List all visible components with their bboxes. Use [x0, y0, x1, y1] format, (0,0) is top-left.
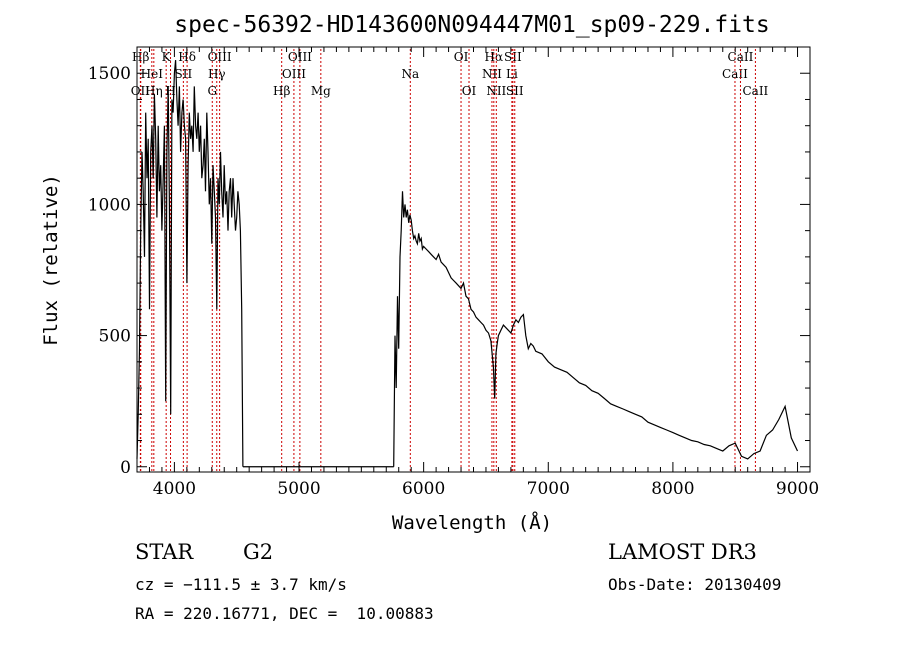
line-marker-label: K — [162, 50, 172, 64]
redshift-cz: cz = −111.5 ± 3.7 km/s — [135, 575, 347, 594]
line-marker-label: NII — [482, 67, 502, 81]
line-marker-label: CaII — [728, 50, 754, 64]
x-tick-label: 9000 — [776, 479, 819, 499]
spectrum-lines — [136, 60, 799, 468]
x-tick-label: 5000 — [277, 479, 320, 499]
x-tick-label: 4000 — [153, 479, 196, 499]
x-tick-label: 6000 — [402, 479, 445, 499]
line-marker-label: OI — [454, 50, 469, 64]
line-marker-label: CaII — [722, 67, 748, 81]
line-marker-label: G — [207, 84, 217, 98]
x-tick-label: 8000 — [651, 479, 694, 499]
line-marker-label: Hβ — [273, 84, 290, 98]
coordinates: RA = 220.16771, DEC = 10.00883 — [135, 604, 434, 623]
line-marker-label: HeI — [141, 67, 164, 81]
line-marker-label: H — [165, 84, 175, 98]
object-type: STAR — [135, 540, 194, 564]
line-marker-label: Hα — [485, 50, 504, 64]
line-marker-label: OII — [131, 84, 151, 98]
y-tick-label: 0 — [120, 458, 131, 478]
y-tick-label: 1000 — [88, 195, 131, 215]
spectrum-red-line — [393, 191, 799, 467]
line-marker-label: Mg — [311, 84, 331, 98]
axis-ticks: 4000 5000 6000 7000 8000 9000 0 500 1000 1500 — [88, 47, 819, 499]
x-tick-label: 7000 — [527, 479, 570, 499]
y-axis-label: Flux (relative) — [40, 174, 62, 346]
line-marker-label: OIII — [208, 50, 232, 64]
line-marker-label: Hγ — [208, 67, 226, 81]
line-marker-label: Hη — [145, 84, 163, 98]
subclass: G2 — [243, 540, 274, 564]
line-marker-label: CaII — [742, 84, 768, 98]
line-marker-label: Na — [401, 67, 419, 81]
spectrum-blue-line — [136, 60, 244, 467]
line-marker-label: Hδ — [178, 50, 196, 64]
line-marker-label: SII — [506, 84, 524, 98]
x-axis-label: Wavelength (Å) — [392, 511, 552, 534]
line-marker-label: OIII — [288, 50, 312, 64]
line-marker-label: OI — [462, 84, 477, 98]
line-marker-label: NII — [486, 84, 506, 98]
line-marker-label: SII — [175, 67, 193, 81]
y-tick-label: 1500 — [88, 64, 131, 84]
survey-name: LAMOST DR3 — [608, 540, 757, 564]
line-marker-label: Li — [506, 67, 518, 81]
plot-frame — [136, 46, 811, 473]
line-marker-label: SII — [504, 50, 522, 64]
chart-title: spec-56392-HD143600N094447M01_sp09-229.f… — [174, 12, 769, 38]
obs-date: Obs-Date: 20130409 — [608, 575, 782, 594]
line-marker-label: OIII — [282, 67, 306, 81]
y-tick-label: 500 — [99, 327, 131, 347]
